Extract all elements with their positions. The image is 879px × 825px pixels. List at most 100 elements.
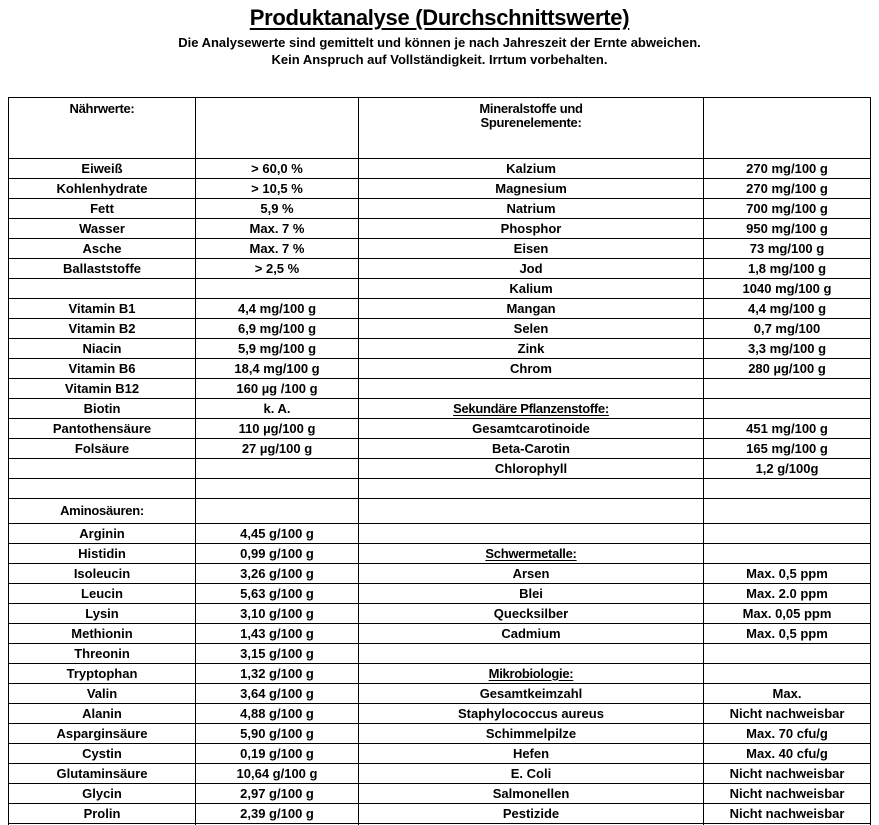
param-cell: Fett bbox=[8, 198, 196, 219]
section-header-mineralstoffe: Mineralstoffe und Spurenelemente: bbox=[358, 97, 704, 159]
value-cell: 73 mg/100 g bbox=[703, 238, 871, 259]
table-row: Leucin 5,63 g/100 g Blei Max. 2.0 ppm bbox=[8, 583, 871, 604]
param-cell: Vitamin B12 bbox=[8, 378, 196, 399]
value-cell: Max. 70 cfu/g bbox=[703, 723, 871, 744]
table-row: Glutaminsäure 10,64 g/100 g E. Coli Nicht n… bbox=[8, 763, 871, 784]
param-cell: Pantothensäure bbox=[8, 418, 196, 439]
value-cell: > 60,0 % bbox=[195, 158, 359, 179]
section-header-naehrwerte: Nährwerte: bbox=[8, 97, 196, 159]
param-cell bbox=[358, 478, 704, 499]
table-row: Biotin k. A. Sekundäre Pflanzenstoffe: bbox=[8, 398, 871, 419]
table-row: Asparginsäure 5,90 g/100 g Schimmelpilze Ma… bbox=[8, 723, 871, 744]
value-cell: Max. 0,5 ppm bbox=[703, 563, 871, 584]
value-cell: 4,4 mg/100 g bbox=[703, 298, 871, 319]
value-cell bbox=[703, 498, 871, 524]
param-cell: Isoleucin bbox=[8, 563, 196, 584]
value-cell: Max. 0,5 ppm bbox=[703, 623, 871, 644]
table-row: Threonin 3,15 g/100 g bbox=[8, 643, 871, 664]
table-row: Folsäure 27 µg/100 g Beta-Carotin 165 mg/10… bbox=[8, 438, 871, 459]
value-cell bbox=[703, 478, 871, 499]
value-cell: Max. 0,05 ppm bbox=[703, 603, 871, 624]
value-cell: 160 µg /100 g bbox=[195, 378, 359, 399]
value-cell: 6,9 mg/100 g bbox=[195, 318, 359, 339]
param-cell: Magnesium bbox=[358, 178, 704, 199]
table-row: Alanin 4,88 g/100 g Staphylococcus aureus N… bbox=[8, 703, 871, 724]
table-row: Asche Max. 7 % Eisen 73 mg/100 g bbox=[8, 238, 871, 259]
param-cell: Folsäure bbox=[8, 438, 196, 459]
value-cell: Max. bbox=[703, 683, 871, 704]
value-cell: 3,10 g/100 g bbox=[195, 603, 359, 624]
value-cell: 2,39 g/100 g bbox=[195, 803, 359, 824]
document-header: Produktanalyse (Durchschnittswerte) Die … bbox=[0, 0, 879, 68]
param-cell bbox=[8, 278, 196, 299]
table-row: Chlorophyll 1,2 g/100g bbox=[8, 458, 871, 479]
param-cell: Cystin bbox=[8, 743, 196, 764]
value-cell: 1,2 g/100g bbox=[703, 458, 871, 479]
table-row: Isoleucin 3,26 g/100 g Arsen Max. 0,5 ppm bbox=[8, 563, 871, 584]
param-cell: Schwermetalle: bbox=[358, 543, 704, 564]
analysis-table: Nährwerte: Mineralstoffe und Spureneleme… bbox=[8, 97, 871, 825]
param-cell: Chrom bbox=[358, 358, 704, 379]
value-cell bbox=[703, 523, 871, 544]
param-cell: Staphylococcus aureus bbox=[358, 703, 704, 724]
table-row bbox=[8, 478, 871, 499]
value-cell: 3,64 g/100 g bbox=[195, 683, 359, 704]
empty-header-cell bbox=[195, 97, 359, 159]
table-row: Kohlenhydrate > 10,5 % Magnesium 270 mg/100… bbox=[8, 178, 871, 199]
value-cell: 18,4 mg/100 g bbox=[195, 358, 359, 379]
value-cell: 270 mg/100 g bbox=[703, 178, 871, 199]
value-cell: 700 mg/100 g bbox=[703, 198, 871, 219]
param-cell: Gesamtcarotinoide bbox=[358, 418, 704, 439]
param-cell: Chlorophyll bbox=[358, 458, 704, 479]
param-cell: E. Coli bbox=[358, 763, 704, 784]
value-cell: > 10,5 % bbox=[195, 178, 359, 199]
param-cell bbox=[8, 478, 196, 499]
value-cell: 4,88 g/100 g bbox=[195, 703, 359, 724]
value-cell bbox=[703, 378, 871, 399]
value-cell: 5,90 g/100 g bbox=[195, 723, 359, 744]
table-row: Valin 3,64 g/100 g Gesamtkeimzahl Max. bbox=[8, 683, 871, 704]
table-row: Serin2,90 g/100 g bbox=[8, 823, 871, 825]
param-cell: Gesamtkeimzahl bbox=[358, 683, 704, 704]
param-cell: Eisen bbox=[358, 238, 704, 259]
analysis-table-body: Nährwerte: Mineralstoffe und Spureneleme… bbox=[8, 97, 871, 825]
value-cell: 5,63 g/100 g bbox=[195, 583, 359, 604]
param-cell: Jod bbox=[358, 258, 704, 279]
param-cell: Beta-Carotin bbox=[358, 438, 704, 459]
table-row: Cystin 0,19 g/100 g Hefen Max. 40 cfu/g bbox=[8, 743, 871, 764]
value-cell: Max. 7 % bbox=[195, 238, 359, 259]
value-cell: Max. 2.0 ppm bbox=[703, 583, 871, 604]
value-cell bbox=[703, 663, 871, 684]
value-cell: 3,3 mg/100 g bbox=[703, 338, 871, 359]
value-cell: Max. 7 % bbox=[195, 218, 359, 239]
param-cell: Zink bbox=[358, 338, 704, 359]
value-cell: 1040 mg/100 g bbox=[703, 278, 871, 299]
value-cell: 110 µg/100 g bbox=[195, 418, 359, 439]
param-cell: Asparginsäure bbox=[8, 723, 196, 744]
value-cell bbox=[703, 398, 871, 419]
table-row: Methionin 1,43 g/100 g Cadmium Max. 0,5 ppm bbox=[8, 623, 871, 644]
value-cell: 1,8 mg/100 g bbox=[703, 258, 871, 279]
table-row: Niacin 5,9 mg/100 g Zink 3,3 mg/100 g bbox=[8, 338, 871, 359]
subtitle-line-1: Die Analysewerte sind gemittelt und könn… bbox=[178, 35, 701, 50]
param-cell: Kalium bbox=[358, 278, 704, 299]
param-cell: Kohlenhydrate bbox=[8, 178, 196, 199]
param-cell bbox=[358, 523, 704, 544]
param-cell: Histidin bbox=[8, 543, 196, 564]
subtitle: Die Analysewerte sind gemittelt und könn… bbox=[0, 34, 879, 68]
param-cell: Prolin bbox=[8, 803, 196, 824]
value-cell: k. A. bbox=[195, 398, 359, 419]
value-cell bbox=[195, 278, 359, 299]
value-cell: 4,45 g/100 g bbox=[195, 523, 359, 544]
table-header-row: Nährwerte: Mineralstoffe und Spureneleme… bbox=[8, 97, 871, 159]
value-cell: 270 mg/100 g bbox=[703, 158, 871, 179]
table-row: Vitamin B2 6,9 mg/100 g Selen 0,7 mg/100 bbox=[8, 318, 871, 339]
table-row: Eiweiß > 60,0 % Kalzium 270 mg/100 g bbox=[8, 158, 871, 179]
table-row: Ballaststoffe > 2,5 % Jod 1,8 mg/100 g bbox=[8, 258, 871, 279]
param-cell: Salmonellen bbox=[358, 783, 704, 804]
param-cell: Hefen bbox=[358, 743, 704, 764]
value-cell: 165 mg/100 g bbox=[703, 438, 871, 459]
table-row: Prolin 2,39 g/100 g Pestizide Nicht nachwei… bbox=[8, 803, 871, 824]
value-cell bbox=[703, 643, 871, 664]
